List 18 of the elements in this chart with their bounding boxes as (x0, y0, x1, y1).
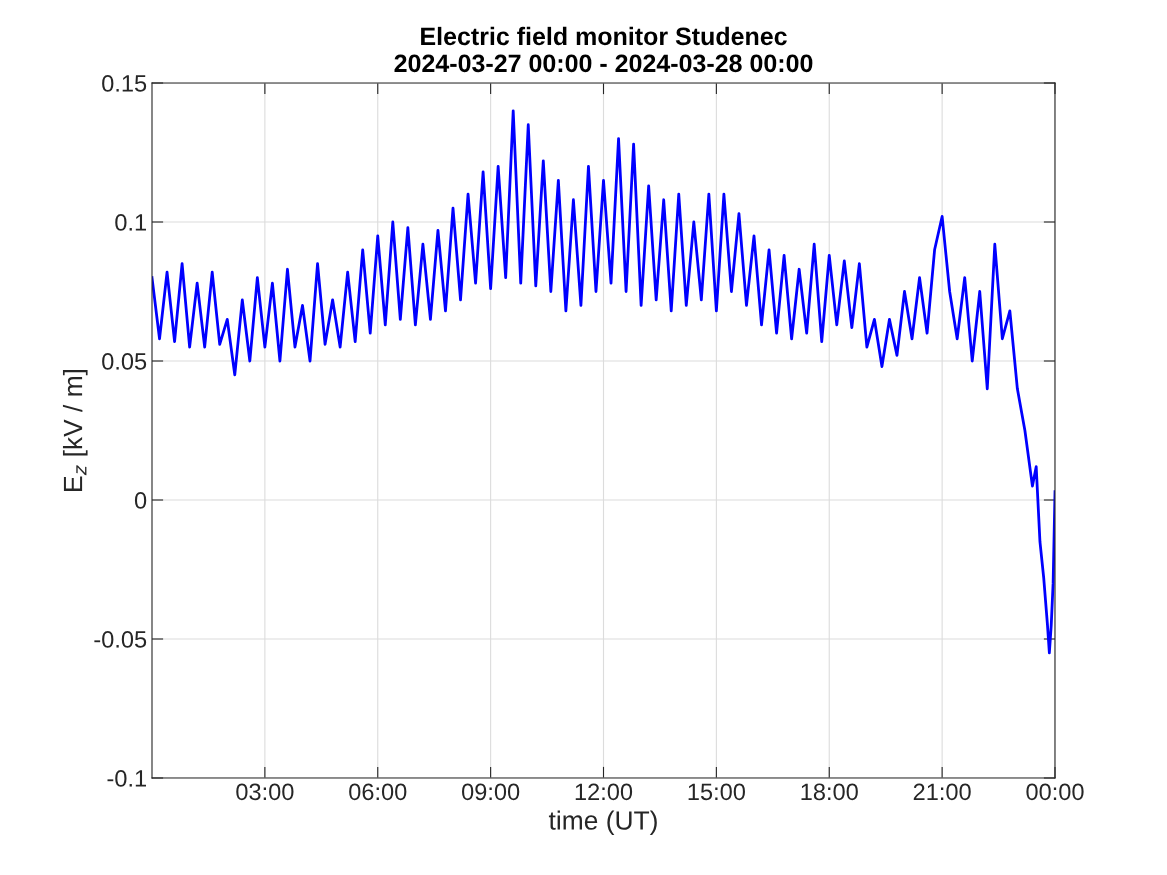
y-tick-label: 0.15 (102, 75, 147, 92)
y-tick-label: -0.05 (94, 631, 147, 648)
x-tick-label: 06:00 (349, 783, 407, 801)
x-tick-label: 12:00 (575, 783, 633, 801)
y-tick-label: -0.1 (107, 770, 146, 787)
y-axis-title: E$_{z}$ [kV / m] (62, 369, 88, 491)
x-tick-label: 00:00 (1026, 783, 1084, 801)
line-series (152, 109, 1055, 655)
x-axis-title: time (UT) (548, 810, 657, 836)
x-tick-label: 18:00 (801, 783, 858, 801)
y-tick-label: 0 (134, 492, 147, 509)
x-tick-label: 21:00 (913, 783, 971, 801)
y-tick-label: 0.05 (102, 353, 147, 370)
y-tick-label: 0.1 (115, 214, 146, 231)
x-tick-label: 03:00 (236, 783, 294, 801)
x-tick-label: 15:00 (688, 783, 745, 801)
x-tick-label: 09:00 (462, 783, 520, 801)
chart-title: Electric field monitor Studenec 2024-03-27 00:00 - 2024-03-28 00:00 (394, 26, 813, 73)
